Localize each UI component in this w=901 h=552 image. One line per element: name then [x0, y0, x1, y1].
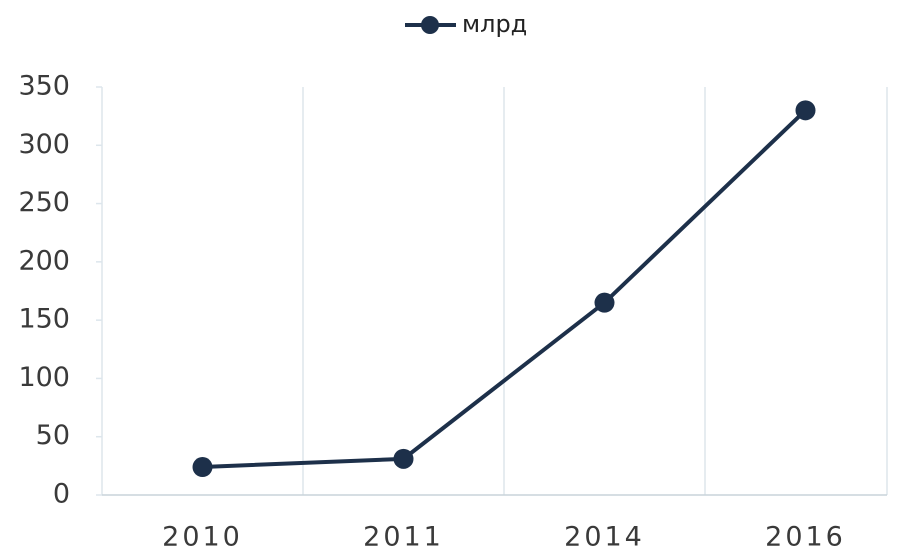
y-tick-label: 300	[18, 129, 70, 160]
x-tick-label: 2011	[363, 522, 444, 552]
legend-label: млрд	[462, 10, 527, 38]
y-tick-label: 50	[36, 420, 70, 451]
y-tick-label: 350	[18, 71, 70, 102]
series-line	[202, 108, 807, 470]
y-tick-label: 0	[53, 479, 70, 510]
data-point	[795, 100, 816, 121]
y-tick-label: 250	[18, 187, 70, 218]
x-tick-label: 2016	[765, 522, 846, 552]
data-point	[393, 448, 414, 469]
y-tick-label: 150	[18, 304, 70, 335]
x-tick-label: 2010	[162, 522, 243, 552]
data-point	[594, 292, 615, 313]
y-tick-label: 100	[18, 362, 70, 393]
legend-marker	[421, 16, 439, 34]
y-tick-label: 200	[18, 245, 70, 276]
data-point	[192, 457, 213, 478]
x-tick-label: 2014	[564, 522, 645, 552]
